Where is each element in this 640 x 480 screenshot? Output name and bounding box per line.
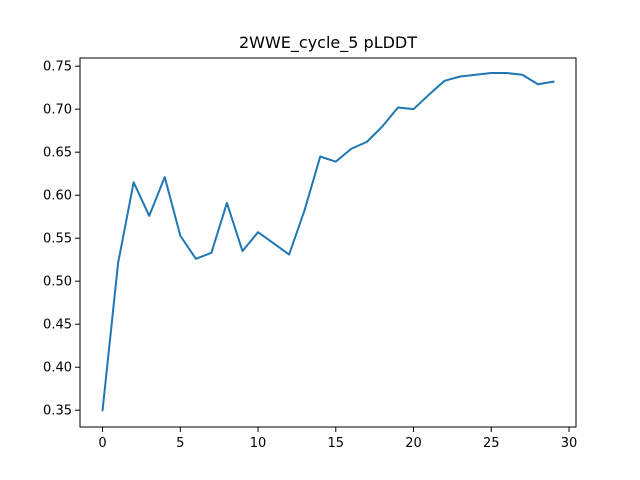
plot-area (101, 72, 555, 412)
x-tick-label: 5 (176, 436, 184, 451)
x-tick-label: 10 (250, 436, 267, 451)
y-tick-label: 0.70 (43, 103, 72, 118)
y-tick-label: 0.60 (43, 189, 72, 204)
x-tick-label: 30 (561, 436, 578, 451)
y-tick-label: 0.65 (43, 146, 72, 161)
y-tick-label: 0.50 (43, 275, 72, 290)
y-tick-label: 0.55 (43, 232, 72, 247)
x-tick-label: 15 (328, 436, 345, 451)
x-tick-label: 25 (483, 436, 500, 451)
x-tick-label: 0 (98, 436, 106, 451)
axes-frame (79, 57, 577, 428)
y-tick-label: 0.75 (43, 60, 72, 75)
series-line-0 (101, 72, 555, 412)
y-tick-label: 0.40 (43, 361, 72, 376)
axes: 0 5 10 15 20 25 30 0.35 0.40 0.45 0.50 0.55 0.60 0.65… (43, 57, 578, 451)
y-tick-label: 0.35 (43, 404, 72, 419)
y-tick-label: 0.45 (43, 318, 72, 333)
x-tick-label: 20 (405, 436, 422, 451)
chart-title: 2WWE_cycle_5 pLDDT (239, 33, 417, 53)
